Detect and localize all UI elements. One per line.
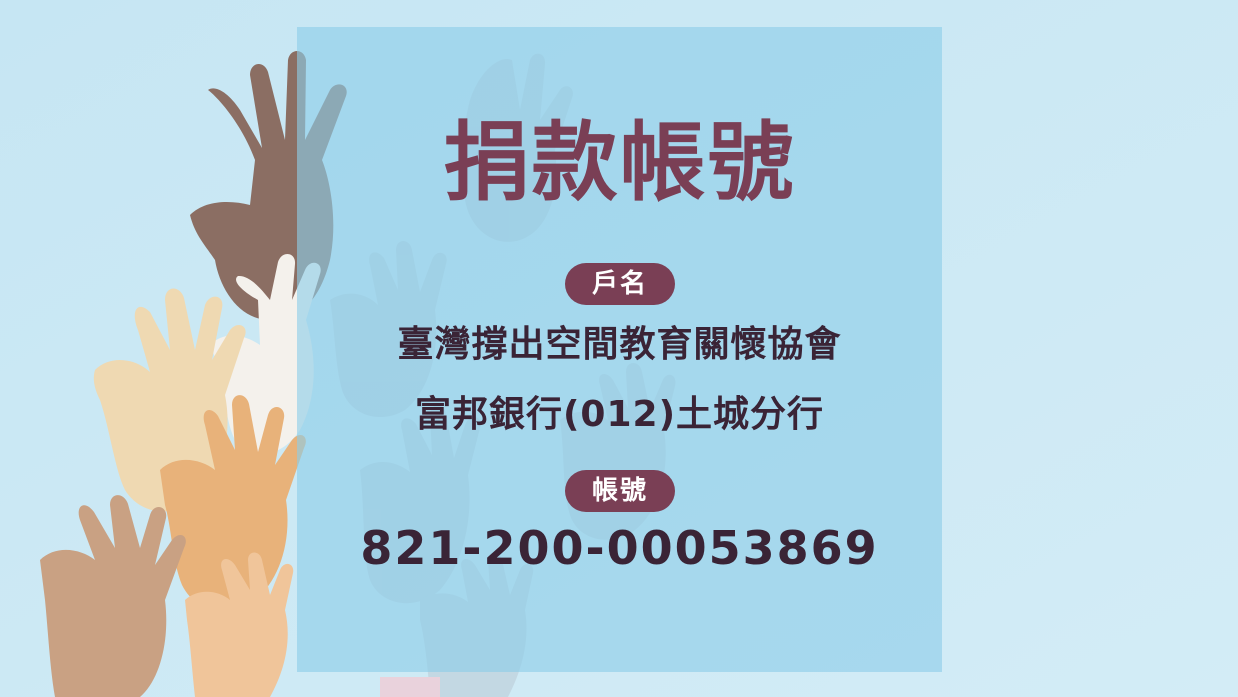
orange-hand-shape	[160, 395, 306, 612]
bank-branch: 富邦銀行(012)土城分行	[414, 394, 825, 435]
beige-hand-shape	[93, 288, 246, 512]
peach-hand-shape	[185, 552, 294, 697]
info-panel	[297, 27, 942, 672]
account-number: 821-200-00053869	[360, 521, 879, 575]
page-title: 捐款帳號	[443, 113, 796, 213]
account-holder-badge: 戶名	[565, 263, 675, 305]
account-holder-name: 臺灣撐出空間教育關懷協會	[397, 324, 842, 365]
tan-hand-shape	[40, 495, 186, 697]
account-number-badge: 帳號	[565, 470, 675, 512]
pink-strip-shape	[380, 677, 440, 697]
